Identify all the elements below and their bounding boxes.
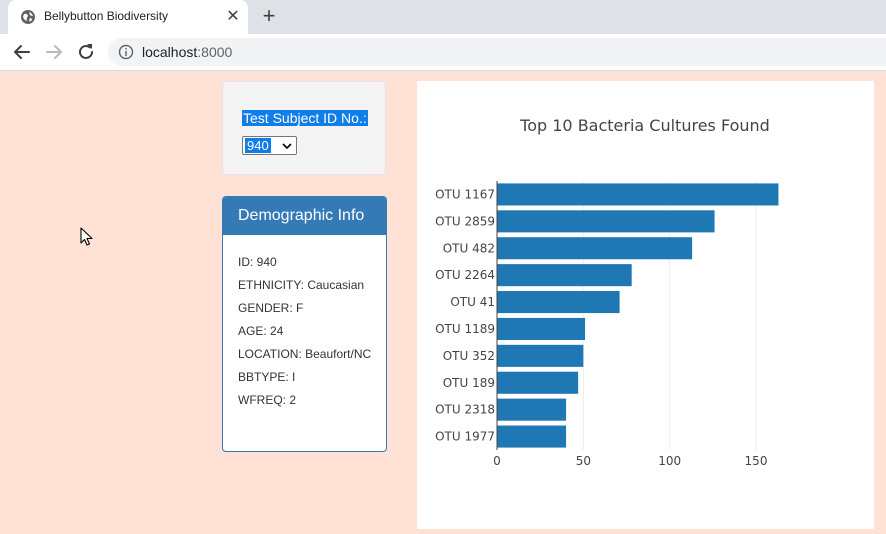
globe-icon [21,10,35,24]
demographic-ethnicity: ETHNICITY: Caucasian [238,278,365,292]
chart-title: Top 10 Bacteria Cultures Found [519,116,770,135]
subject-id-selected-value: 940 [245,138,271,153]
url-host: localhost [142,44,198,60]
demographic-info-title: Demographic Info [223,197,386,235]
subject-selector-label: Test Subject ID No.: [242,110,368,126]
bar[interactable] [497,237,693,260]
y-category-label: OTU 352 [443,349,495,363]
y-category-label: OTU 482 [443,241,495,255]
browser-toolbar: localhost:8000 [0,34,886,71]
browser-tabstrip: Bellybutton Biodiversity ✕ + [0,0,886,34]
reload-icon[interactable] [75,41,97,63]
demographic-location: LOCATION: Beaufort/NC [238,347,372,361]
demographic-age: AGE: 24 [238,324,284,338]
x-tick-label: 50 [576,454,591,468]
new-tab-button[interactable]: + [262,3,276,28]
bar[interactable] [497,398,567,421]
demographic-wfreq: WFREQ: 2 [238,393,297,407]
subject-selector-well: Test Subject ID No.: 940 [222,81,386,175]
bar[interactable] [497,317,586,340]
y-category-label: OTU 189 [443,376,495,390]
demographic-bbtype: BBTYPE: I [238,370,296,384]
demographic-gender: GENDER: F [238,301,304,315]
y-category-label: OTU 1189 [435,322,495,336]
x-tick-label: 0 [493,454,501,468]
bar-chart-panel: Top 10 Bacteria Cultures Found OTU 1167 O… [417,81,874,529]
y-category-label: OTU 41 [450,295,495,309]
close-tab-icon[interactable]: ✕ [226,8,240,25]
x-tick-label: 150 [745,454,768,468]
bar[interactable] [497,371,579,394]
bacteria-bar-chart[interactable]: Top 10 Bacteria Cultures Found OTU 1167 O… [417,81,874,529]
info-icon[interactable] [118,44,134,60]
bar[interactable] [497,264,632,287]
demographic-info-body: ID: 940 ETHNICITY: Caucasian GENDER: F A… [223,235,386,407]
bar[interactable] [497,210,715,233]
chevron-down-icon [282,143,292,150]
tab-title: Bellybutton Biodiversity [44,9,169,23]
forward-arrow-icon[interactable] [43,41,65,63]
url-port: :8000 [197,44,233,60]
y-category-label: OTU 2859 [435,214,495,228]
bar[interactable] [497,183,779,206]
bar[interactable] [497,344,584,367]
mouse-cursor-icon [80,227,93,246]
y-category-label: OTU 1977 [435,430,495,444]
y-category-label: OTU 2264 [435,268,495,282]
demographic-info-panel: Demographic Info ID: 940 ETHNICITY: Cauc… [222,196,387,452]
bar[interactable] [497,425,567,448]
bar[interactable] [497,291,620,314]
y-category-label: OTU 2318 [435,403,495,417]
url-text: localhost:8000 [142,44,232,60]
y-category-label: OTU 1167 [435,187,495,201]
back-arrow-icon[interactable] [11,41,33,63]
browser-tab[interactable]: Bellybutton Biodiversity ✕ [8,0,248,34]
demographic-id: ID: 940 [238,255,277,269]
subject-id-dropdown[interactable]: 940 [242,136,297,155]
x-tick-label: 100 [658,454,681,468]
address-bar[interactable]: localhost:8000 [108,38,886,66]
